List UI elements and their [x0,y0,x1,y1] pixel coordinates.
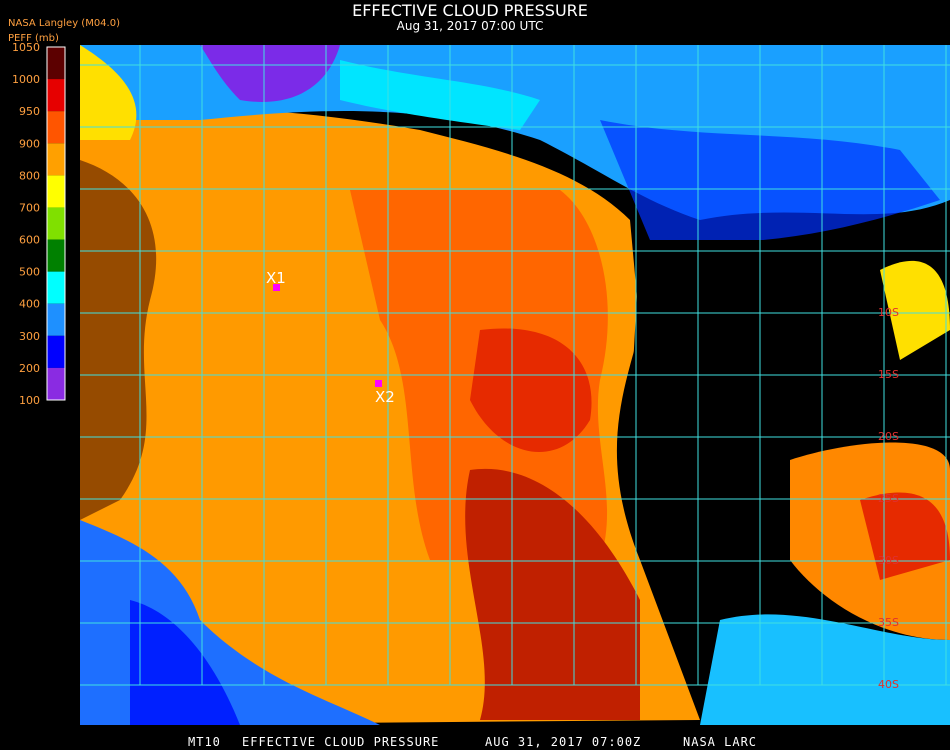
map-grid: 10S 15S 20S 25S 30S 35S 40S [80,45,950,691]
marker-dot [375,380,382,387]
legend-band [47,239,65,272]
legend-band [47,79,65,112]
latitude-label: 10S [878,306,899,319]
legend-band [47,335,65,368]
legend-band [47,207,65,240]
footer-text: AUG 31, 2017 07:00Z [485,735,641,749]
latitude-label: 30S [878,554,899,567]
footer-text: NASA LARC [683,735,757,749]
legend-band [47,111,65,144]
legend-tick-label: 600 [19,234,40,247]
legend-band [47,175,65,208]
legend-tick-label: 1000 [12,73,40,86]
marker-label: X2 [375,388,395,406]
legend-tick-label: 300 [19,330,40,343]
legend-band [47,367,65,400]
footer-text: EFFECTIVE CLOUD PRESSURE [242,735,439,749]
subtitle: Aug 31, 2017 07:00 UTC [397,19,544,33]
title: EFFECTIVE CLOUD PRESSURE [352,1,588,20]
latitude-label: 15S [878,368,899,381]
color-legend: 1050 1000 950 900 800 700 600 500 400 300 200 100 [12,41,66,407]
latitude-label: 35S [878,616,899,629]
legend-frame [46,46,66,401]
legend-band [47,271,65,304]
latitude-label: 20S [878,430,899,443]
latitude-label: 25S [878,492,899,505]
latitude-label: 40S [878,678,899,691]
legend-label: PEFF (mb) [8,33,59,44]
legend-tick-label: 500 [19,266,40,279]
legend-tick-label: 700 [19,201,40,214]
legend-band [47,47,65,80]
legend-tick-label: 200 [19,362,40,375]
legend-band [47,143,65,176]
imagery [80,45,950,726]
legend-tick-label: 800 [19,169,40,182]
marker-label: X1 [266,269,286,287]
legend-tick-label: 400 [19,298,40,311]
legend-tick-label: 900 [19,137,40,150]
legend-band [47,303,65,336]
source: NASA Langley (M04.0) [8,18,120,29]
legend-tick-label: 1050 [12,41,40,54]
legend-tick-label: 100 [19,394,40,407]
legend-tick-label: 950 [19,105,40,118]
footer-text: MT10 [188,735,221,749]
marker-dot [273,284,280,291]
footer: MT10 EFFECTIVE CLOUD PRESSURE AUG 31, 2017… [188,735,757,749]
